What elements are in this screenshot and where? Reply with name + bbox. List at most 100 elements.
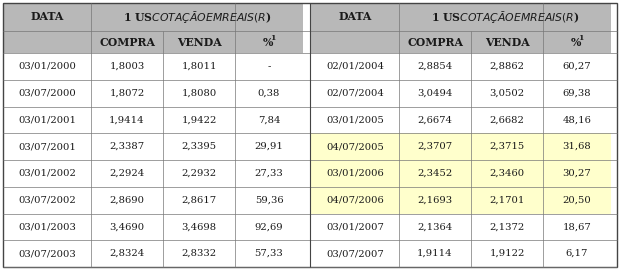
Bar — [235, 240, 303, 267]
Bar — [3, 3, 91, 31]
Bar — [399, 3, 611, 31]
Bar — [311, 3, 399, 31]
Bar — [399, 31, 471, 53]
Text: 27,33: 27,33 — [255, 169, 283, 178]
Bar — [3, 53, 91, 80]
Text: 03/07/2003: 03/07/2003 — [18, 249, 76, 258]
Bar — [235, 133, 303, 160]
Bar — [163, 187, 235, 214]
Text: 18,67: 18,67 — [562, 222, 591, 231]
Bar — [91, 187, 163, 214]
Text: 1,8003: 1,8003 — [109, 62, 144, 71]
Text: 57,33: 57,33 — [255, 249, 283, 258]
Bar — [91, 133, 163, 160]
Text: 1: 1 — [270, 35, 275, 42]
Text: 03/01/2007: 03/01/2007 — [326, 222, 384, 231]
Bar — [311, 133, 399, 160]
Text: 2,2924: 2,2924 — [109, 169, 144, 178]
Bar — [471, 106, 543, 133]
Text: 2,3707: 2,3707 — [417, 142, 453, 151]
Bar — [399, 160, 471, 187]
Text: 1,9422: 1,9422 — [181, 115, 216, 124]
Text: 2,8862: 2,8862 — [490, 62, 525, 71]
Bar — [471, 133, 543, 160]
Text: 2,8324: 2,8324 — [109, 249, 144, 258]
Text: 03/07/2000: 03/07/2000 — [18, 89, 76, 98]
Bar — [399, 187, 471, 214]
Text: 2,8332: 2,8332 — [182, 249, 216, 258]
Bar — [91, 3, 303, 31]
Text: 3,0494: 3,0494 — [417, 89, 453, 98]
Bar — [399, 133, 471, 160]
Text: 2,3460: 2,3460 — [489, 169, 525, 178]
Bar — [543, 31, 611, 53]
Bar — [235, 214, 303, 240]
Bar — [311, 187, 399, 214]
Bar — [91, 240, 163, 267]
Text: 60,27: 60,27 — [563, 62, 591, 71]
Bar — [163, 106, 235, 133]
Text: 1,9414: 1,9414 — [109, 115, 145, 124]
Bar — [3, 106, 91, 133]
Text: 03/01/2002: 03/01/2002 — [18, 169, 76, 178]
Text: 03/01/2005: 03/01/2005 — [326, 115, 384, 124]
Text: 6,17: 6,17 — [566, 249, 588, 258]
Text: %: % — [263, 36, 273, 48]
Text: COMPRA: COMPRA — [99, 36, 155, 48]
Bar — [163, 214, 235, 240]
Bar — [471, 31, 543, 53]
Bar — [91, 80, 163, 106]
Text: 03/01/2006: 03/01/2006 — [326, 169, 384, 178]
Text: 2,1701: 2,1701 — [489, 196, 525, 205]
Bar — [3, 214, 91, 240]
Bar — [399, 214, 471, 240]
Text: 1 US$ COTAÇÃO EM REAIS (R$): 1 US$ COTAÇÃO EM REAIS (R$) — [123, 9, 272, 25]
Bar — [543, 240, 611, 267]
Text: 2,1693: 2,1693 — [417, 196, 453, 205]
Text: 29,91: 29,91 — [255, 142, 283, 151]
Bar — [235, 31, 303, 53]
Text: 2,1372: 2,1372 — [489, 222, 525, 231]
Text: DATA: DATA — [30, 12, 64, 22]
Bar — [399, 240, 471, 267]
Text: 2,3452: 2,3452 — [417, 169, 453, 178]
Bar — [399, 106, 471, 133]
Bar — [399, 80, 471, 106]
Text: 3,0502: 3,0502 — [489, 89, 525, 98]
Text: 69,38: 69,38 — [563, 89, 591, 98]
Bar — [3, 31, 91, 53]
Text: 03/07/2007: 03/07/2007 — [326, 249, 384, 258]
Bar — [3, 80, 91, 106]
Bar — [471, 80, 543, 106]
Bar — [471, 240, 543, 267]
Bar — [3, 133, 91, 160]
Bar — [3, 160, 91, 187]
Text: 1,8072: 1,8072 — [109, 89, 144, 98]
Bar — [163, 160, 235, 187]
Text: 1,8080: 1,8080 — [182, 89, 216, 98]
Bar — [235, 187, 303, 214]
Bar — [399, 53, 471, 80]
Bar — [311, 31, 399, 53]
Text: 2,2932: 2,2932 — [182, 169, 216, 178]
Text: 7,84: 7,84 — [258, 115, 280, 124]
Text: -: - — [267, 62, 271, 71]
Bar — [235, 160, 303, 187]
Bar — [235, 80, 303, 106]
Bar — [471, 214, 543, 240]
Bar — [163, 240, 235, 267]
Bar — [91, 214, 163, 240]
Text: 2,6674: 2,6674 — [417, 115, 453, 124]
Bar — [471, 187, 543, 214]
Text: 02/01/2004: 02/01/2004 — [326, 62, 384, 71]
Bar — [543, 53, 611, 80]
Bar — [235, 106, 303, 133]
Text: 2,8690: 2,8690 — [110, 196, 144, 205]
Text: 2,3387: 2,3387 — [110, 142, 144, 151]
Text: 92,69: 92,69 — [255, 222, 283, 231]
Bar — [3, 240, 91, 267]
Text: DATA: DATA — [339, 12, 371, 22]
Bar — [471, 160, 543, 187]
Text: 03/07/2002: 03/07/2002 — [18, 196, 76, 205]
Text: 1,9114: 1,9114 — [417, 249, 453, 258]
